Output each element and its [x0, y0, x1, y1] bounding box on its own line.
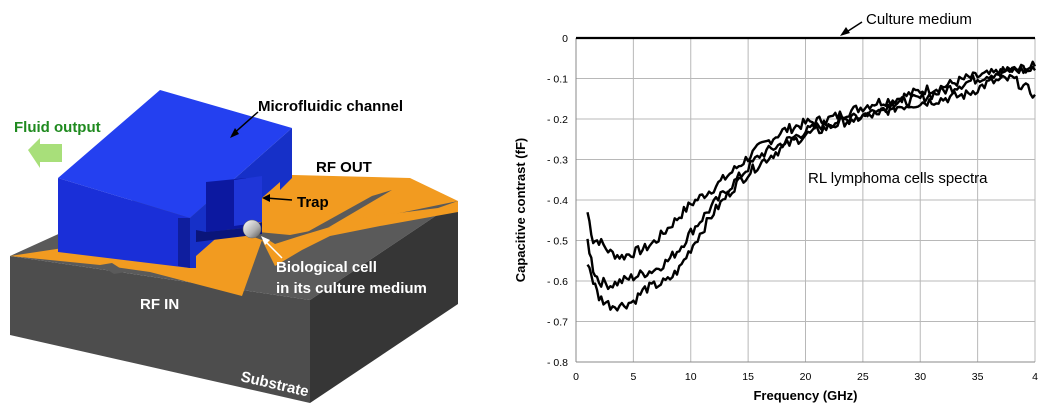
culture-medium-pointer-head — [840, 27, 850, 36]
chart-grid — [575, 37, 1036, 363]
cell-pointer-head — [261, 236, 270, 245]
channel-left-wall — [58, 178, 190, 268]
trap-label: Trap — [297, 194, 329, 211]
y-tick-label: - 0.5 — [547, 236, 568, 248]
x-tick-labels: 0 5 10 15 20 25 30 35 4 — [573, 371, 1038, 383]
substrate-side — [310, 201, 458, 403]
x-tick-label: 20 — [800, 371, 812, 383]
chart-series — [576, 36, 1037, 312]
fluid-output-label: Fluid output — [14, 119, 101, 136]
y-tick-labels: 0 - 0.1 - 0.2 - 0.3 - 0.4 - 0.5 - 0.6 - 0.7 - 0.… — [547, 33, 568, 369]
y-tick-label: 0 — [562, 33, 568, 45]
trap-pointer-head — [262, 194, 270, 202]
x-tick-label: 25 — [857, 371, 869, 383]
trap-pointer — [265, 197, 293, 201]
device-illustration: Fluid output Microfluidic channel RF OUT… — [10, 90, 458, 403]
lymphoma-spectrum-line — [586, 73, 1036, 312]
bio-cell-label-line2: in its culture medium — [276, 280, 427, 297]
x-tick-label: 30 — [914, 371, 926, 383]
y-tick-label: - 0.8 — [547, 357, 568, 369]
rf-out-electrode — [252, 174, 458, 235]
y-tick-label: - 0.4 — [547, 195, 568, 207]
x-axis-label: Frequency (GHz) — [753, 388, 857, 403]
center-gap — [262, 236, 300, 244]
channel-right-leg — [178, 218, 190, 268]
biological-cell — [242, 219, 262, 239]
y-axis-label: Capacitive contrast (fF) — [513, 138, 528, 282]
x-tick-label: 10 — [685, 371, 697, 383]
rf-out-label: RF OUT — [316, 159, 372, 176]
x-tick-label: 15 — [742, 371, 754, 383]
rf-in-label: RF IN — [140, 296, 179, 313]
x-tick-label: 4 — [1032, 371, 1038, 383]
electrode-gap — [100, 263, 126, 274]
y-tick-label: - 0.6 — [547, 276, 568, 288]
capacitive-contrast-chart: 0 - 0.1 - 0.2 - 0.3 - 0.4 - 0.5 - 0.6 - 0.7 - 0.… — [513, 11, 1038, 403]
microfluidic-channel-label: Microfluidic channel — [258, 98, 403, 115]
y-tick-label: - 0.7 — [547, 317, 568, 329]
trap-pillar-light — [234, 176, 262, 226]
signal-electrode — [262, 201, 458, 266]
channel-roof — [58, 90, 292, 218]
x-tick-label: 0 — [573, 371, 579, 383]
culture-medium-annotation: Culture medium — [866, 11, 972, 28]
channel-pointer-head — [230, 128, 239, 138]
channel-inner-shadow — [196, 222, 262, 242]
fluid-output-arrow-icon — [28, 138, 62, 168]
electrode-gap-right — [300, 190, 392, 236]
lymphoma-spectrum-line — [586, 65, 1037, 291]
y-tick-label: - 0.3 — [547, 155, 568, 167]
x-tick-label: 35 — [972, 371, 984, 383]
y-tick-label: - 0.1 — [547, 74, 568, 86]
bio-cell-label-line1: Biological cell — [276, 259, 377, 276]
lymphoma-spectrum-line — [586, 60, 1037, 261]
y-tick-label: - 0.2 — [547, 114, 568, 126]
x-tick-label: 5 — [630, 371, 636, 383]
lymphoma-spectra-annotation: RL lymphoma cells spectra — [808, 170, 988, 187]
